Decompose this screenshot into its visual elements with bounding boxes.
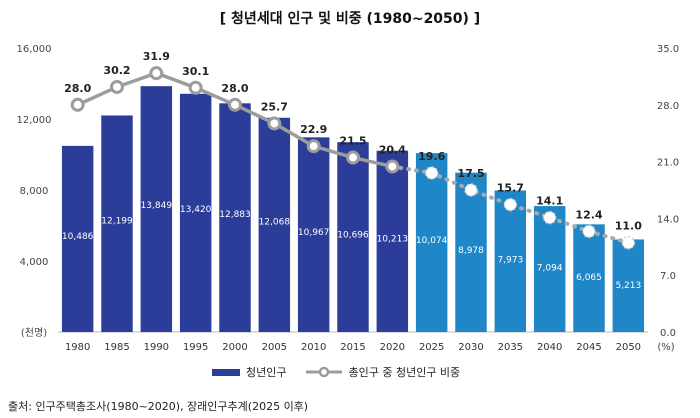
line-value-label: 12.4: [575, 208, 602, 221]
line-point: [306, 139, 321, 154]
bar: [612, 239, 645, 332]
bar-value-label: 7,094: [537, 264, 563, 274]
bar-value-label: 7,973: [497, 255, 523, 265]
line-point: [464, 183, 478, 197]
x-tick-label: 2010: [301, 342, 326, 353]
bar-value-label: 10,486: [62, 232, 94, 242]
legend-label-line: 총인구 중 청년인구 비중: [348, 366, 461, 379]
line-value-label: 28.0: [221, 82, 248, 95]
bar: [140, 86, 173, 332]
right-tick-label: 7.0: [660, 271, 676, 282]
line-value-label: 25.7: [261, 100, 288, 113]
bar-value-label: 5,213: [615, 281, 641, 291]
line-value-label: 17.5: [457, 167, 484, 180]
line-point: [542, 210, 557, 225]
bar: [101, 115, 133, 333]
chart-title: [ 청년세대 인구 및 비중 (1980~2050) ]: [219, 11, 481, 27]
left-tick-label: 12,000: [17, 115, 52, 126]
line-value-label: 14.1: [536, 195, 563, 208]
bar: [337, 142, 369, 332]
bar: [533, 206, 566, 332]
x-tick-label: 2035: [498, 342, 523, 353]
bar: [494, 190, 527, 332]
line-point: [582, 224, 596, 239]
x-tick-label: 1980: [65, 342, 90, 353]
right-tick-label: 35.0: [657, 44, 679, 55]
line-point: [149, 66, 164, 81]
line-point: [385, 159, 400, 174]
line-value-label: 19.6: [418, 150, 445, 163]
bar-value-label: 10,213: [377, 235, 409, 245]
legend-item-line: 총인구 중 청년인구 비중: [306, 364, 460, 380]
bar: [573, 224, 605, 332]
bar-value-label: 13,849: [141, 201, 173, 211]
x-tick-label: 2025: [419, 342, 444, 353]
line-point: [503, 197, 518, 212]
line-value-label: 11.0: [615, 220, 642, 233]
line-value-label: 30.1: [182, 65, 209, 78]
left-tick-label: 4,000: [20, 257, 49, 268]
x-tick-label: 1985: [104, 342, 129, 353]
x-tick-label: 2015: [340, 342, 365, 353]
x-tick-label: 2005: [262, 342, 287, 353]
bar: [455, 172, 487, 332]
right-tick-label: 0.0: [660, 328, 676, 339]
bar: [258, 117, 291, 332]
legend-label-bar: 청년인구: [246, 366, 287, 379]
x-tick-label: 2040: [537, 342, 562, 353]
legend-swatch-line: [306, 366, 343, 378]
bar-value-label: 12,199: [101, 216, 133, 226]
right-tick-label: 14.0: [657, 214, 679, 225]
legend: 청년인구 총인구 중 청년인구 비중: [212, 364, 480, 380]
line-value-label: 31.9: [143, 50, 170, 63]
bar-value-label: 10,967: [298, 228, 330, 238]
bar-value-label: 13,420: [180, 205, 212, 215]
bar: [219, 103, 251, 332]
legend-item-bar: 청년인구: [212, 364, 286, 380]
bar: [61, 145, 94, 332]
x-tick-label: 2000: [222, 342, 247, 353]
line-point: [188, 80, 203, 95]
bar: [415, 153, 448, 332]
x-tick-label: 1995: [183, 342, 208, 353]
bar-value-label: 12,883: [219, 210, 251, 220]
line-point: [70, 97, 85, 112]
x-tick-label: 2030: [458, 342, 483, 353]
x-tick-label: 2050: [616, 342, 641, 353]
x-tick-label: 2045: [576, 342, 601, 353]
line-value-label: 15.7: [497, 182, 524, 195]
line-value-label: 28.0: [64, 82, 91, 95]
line-value-label: 21.5: [339, 135, 366, 148]
line-value-label: 20.4: [379, 143, 406, 156]
line-point: [267, 116, 282, 131]
legend-swatch-bar: [212, 368, 240, 376]
line-point: [228, 97, 242, 112]
line-point: [110, 79, 124, 94]
right-tick-label: 21.0: [657, 158, 679, 169]
bar-value-label: 10,074: [416, 236, 448, 246]
bar-value-label: 6,065: [576, 273, 602, 283]
line-point: [621, 235, 636, 250]
bar: [376, 150, 409, 332]
bar-value-label: 10,696: [337, 230, 369, 240]
source-note: 출처: 인구주택총조사(1980~2020), 장래인구추계(2025 이후): [8, 400, 309, 413]
x-tick-label: 1990: [144, 342, 169, 353]
bar: [179, 93, 212, 332]
left-tick-label: 16,000: [17, 44, 52, 55]
left-tick-label: 8,000: [20, 186, 49, 197]
bar-value-label: 8,978: [458, 246, 484, 256]
right-tick-label: 28.0: [657, 101, 679, 112]
bar: [297, 137, 330, 332]
line-point: [424, 166, 439, 180]
line-value-label: 22.9: [300, 123, 327, 136]
line-point: [346, 150, 360, 165]
right-axis-unit: (%): [657, 342, 674, 353]
x-tick-label: 2020: [380, 342, 405, 353]
bar-value-label: 12,068: [259, 218, 291, 228]
line-value-label: 30.2: [103, 64, 130, 77]
left-axis-unit: (천명): [21, 327, 47, 339]
